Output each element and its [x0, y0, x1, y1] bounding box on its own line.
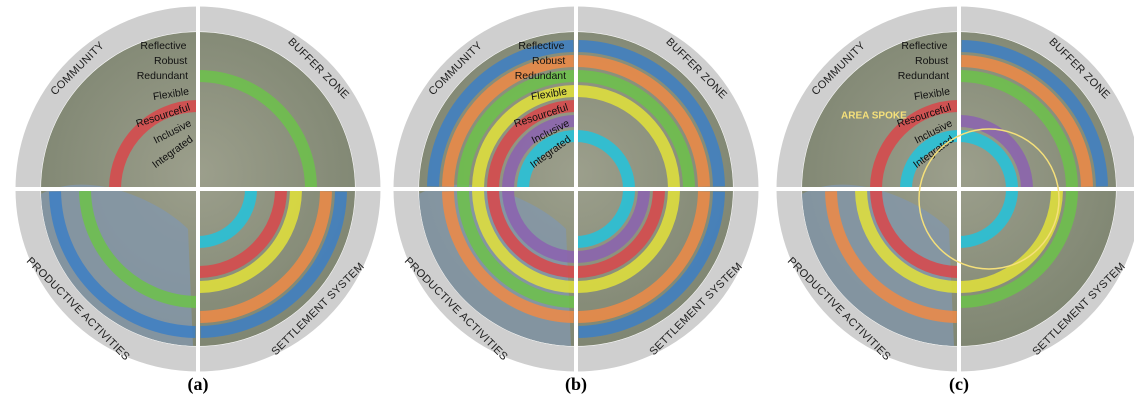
ring-label: Reflective: [518, 40, 564, 52]
caption: (c): [949, 374, 969, 395]
ring-label: Robust: [154, 55, 187, 67]
ring-label: Redundant: [515, 70, 566, 82]
ring-label: Redundant: [898, 70, 949, 82]
ring-label: Robust: [532, 55, 565, 67]
ring-label: Reflective: [140, 40, 186, 52]
ring-label: Reflective: [901, 40, 947, 52]
ring-label: Redundant: [137, 70, 188, 82]
caption: (b): [565, 374, 587, 395]
caption: (a): [188, 374, 209, 395]
annotation: AREA SPOKE: [841, 111, 907, 122]
figure: COMMUNITYBUFFER ZONESETTLEMENT SYSTEMPRO…: [0, 0, 1134, 407]
ring-label: Robust: [915, 55, 948, 67]
